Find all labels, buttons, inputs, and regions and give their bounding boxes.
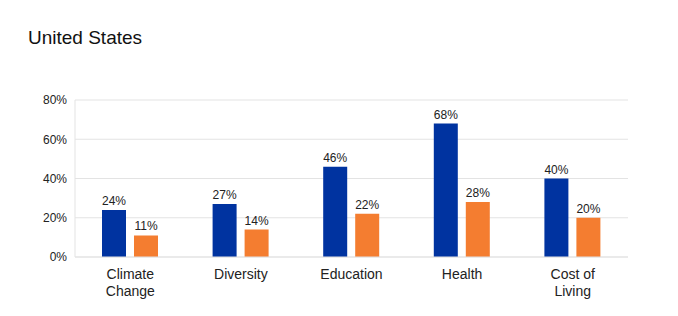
svg-text:40%: 40%	[43, 172, 67, 186]
svg-text:80%: 80%	[43, 93, 67, 107]
svg-text:24%: 24%	[102, 194, 126, 208]
html-text:United States: United States	[28, 27, 143, 48]
svg-text:27%: 27%	[213, 188, 237, 202]
svg-text:11%: 11%	[134, 219, 157, 233]
svg-text:Living: Living	[554, 283, 591, 299]
svg-text:Education: Education	[320, 266, 382, 282]
svg-text:Cost of: Cost of	[551, 266, 595, 282]
svg-text:40%: 40%	[544, 163, 568, 177]
svg-text:Health: Health	[442, 266, 482, 282]
svg-text:Diversity: Diversity	[214, 266, 268, 282]
svg-text:22%: 22%	[355, 198, 379, 212]
svg-text:28%: 28%	[466, 186, 490, 200]
svg-text:60%: 60%	[43, 133, 67, 147]
svg-text:Climate: Climate	[107, 266, 155, 282]
svg-text:20%: 20%	[576, 202, 600, 216]
svg-text:0%: 0%	[50, 250, 68, 264]
svg-text:Change: Change	[106, 283, 155, 299]
svg-text:20%: 20%	[43, 211, 67, 225]
svg-text:68%: 68%	[434, 108, 458, 122]
svg-text:14%: 14%	[245, 214, 269, 228]
svg-text:46%: 46%	[323, 151, 347, 165]
